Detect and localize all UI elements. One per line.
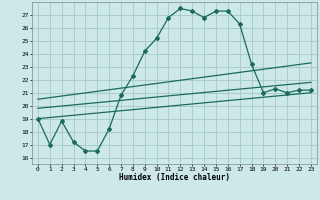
X-axis label: Humidex (Indice chaleur): Humidex (Indice chaleur)	[119, 173, 230, 182]
